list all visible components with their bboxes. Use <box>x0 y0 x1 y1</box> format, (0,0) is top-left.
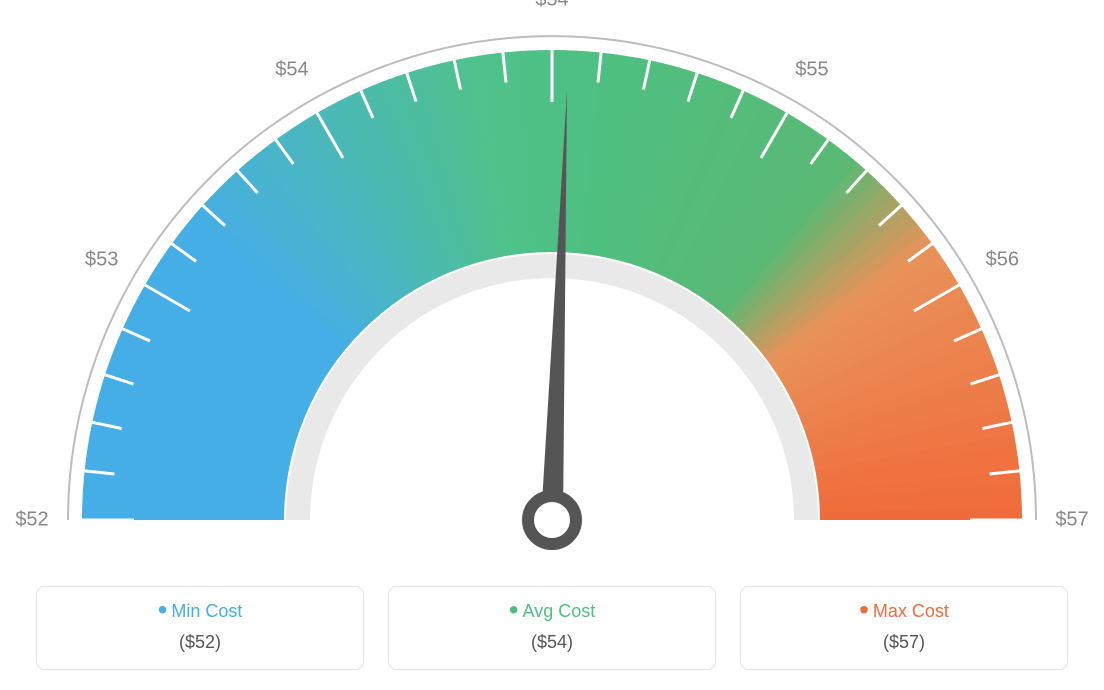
legend-label: Avg Cost <box>523 601 596 621</box>
legend-title-min: •Min Cost <box>37 601 363 622</box>
gauge-area: $52 $53 $54 $54 $55 $56 $57 <box>0 0 1104 570</box>
dot-icon: • <box>859 594 869 625</box>
legend-title-max: •Max Cost <box>741 601 1067 622</box>
scale-label: $57 <box>1055 509 1088 532</box>
gauge-svg <box>0 0 1104 570</box>
legend-value-avg: ($54) <box>389 632 715 653</box>
gauge-chart-container: $52$53$54$54$55$56$57 •Min Cost ($52) •A… <box>0 0 1104 690</box>
legend-card-min: •Min Cost ($52) <box>36 586 364 670</box>
legend-card-avg: •Avg Cost ($54) <box>388 586 716 670</box>
scale-label: $52 <box>15 509 48 532</box>
scale-label: $56 <box>986 249 1019 272</box>
dot-icon: • <box>509 594 519 625</box>
legend-row: •Min Cost ($52) •Avg Cost ($54) •Max Cos… <box>36 586 1068 670</box>
legend-value-min: ($52) <box>37 632 363 653</box>
legend-value-max: ($57) <box>741 632 1067 653</box>
dot-icon: • <box>158 594 168 625</box>
scale-label: $54 <box>275 58 308 81</box>
legend-title-avg: •Avg Cost <box>389 601 715 622</box>
legend-label: Min Cost <box>171 601 242 621</box>
scale-label: $53 <box>85 249 118 272</box>
legend-label: Max Cost <box>873 601 949 621</box>
legend-card-max: •Max Cost ($57) <box>740 586 1068 670</box>
scale-label: $54 <box>535 0 568 12</box>
scale-label: $55 <box>795 58 828 81</box>
